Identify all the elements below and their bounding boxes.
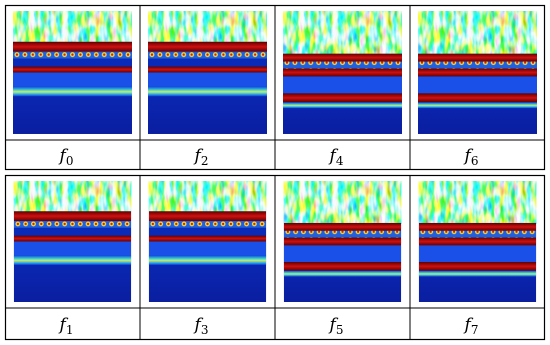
label-subscript: 3 xyxy=(201,323,209,337)
panel-label: f4 xyxy=(328,146,344,168)
heatmap-image xyxy=(148,11,267,134)
label-base: f xyxy=(463,315,474,335)
label-subscript: 4 xyxy=(336,154,344,168)
heatmap-image xyxy=(418,11,537,134)
label-base: f xyxy=(328,146,339,166)
label-base: f xyxy=(58,146,69,166)
label-subscript: 6 xyxy=(471,154,479,168)
panel-label: f5 xyxy=(328,315,344,337)
heatmap-image xyxy=(419,181,536,302)
heatmap-image xyxy=(13,11,132,134)
label-base: f xyxy=(58,315,69,335)
label-subscript: 5 xyxy=(336,323,344,337)
label-subscript: 7 xyxy=(471,323,479,337)
label-base: f xyxy=(193,146,204,166)
panel-label: f0 xyxy=(58,146,74,168)
label-subscript: 1 xyxy=(66,323,74,337)
heatmap-image xyxy=(14,181,131,302)
panel-label: f3 xyxy=(193,315,209,337)
label-base: f xyxy=(463,146,474,166)
panel-label: f2 xyxy=(193,146,209,168)
panel-label: f6 xyxy=(463,146,479,168)
panel-label: f1 xyxy=(58,315,74,337)
heatmap-image xyxy=(284,181,401,302)
label-subscript: 2 xyxy=(201,154,209,168)
label-base: f xyxy=(328,315,339,335)
panel-label: f7 xyxy=(463,315,479,337)
heatmap-image xyxy=(283,11,402,134)
label-subscript: 0 xyxy=(66,154,74,168)
label-base: f xyxy=(193,315,204,335)
heatmap-image xyxy=(149,181,266,302)
